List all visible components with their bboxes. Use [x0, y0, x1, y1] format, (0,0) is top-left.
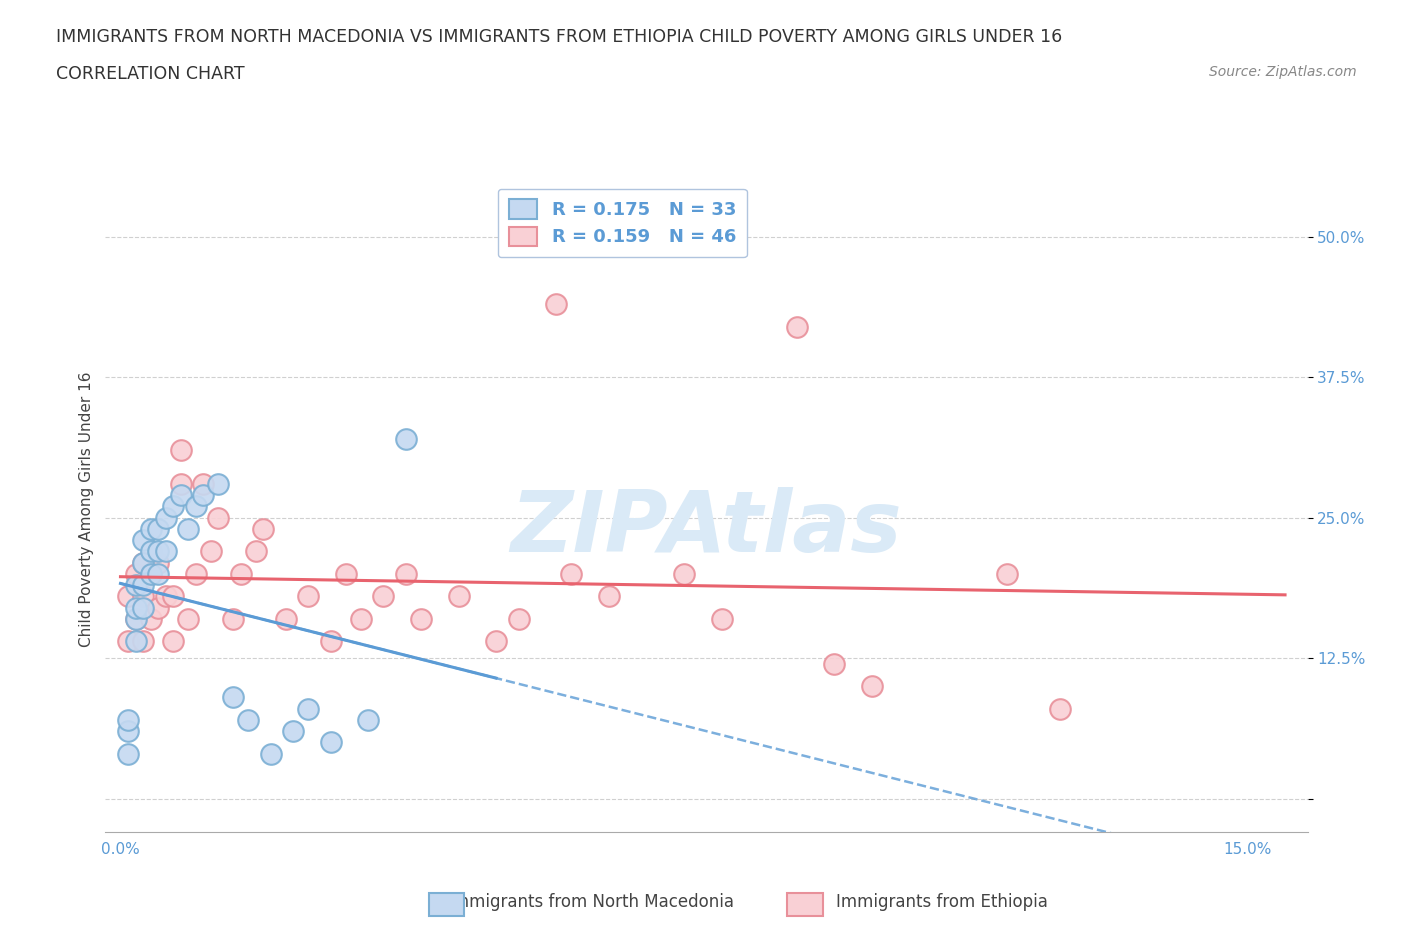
- Point: [319, 735, 342, 750]
- Point: [229, 566, 252, 581]
- Point: [162, 589, 184, 604]
- Point: [146, 566, 169, 581]
- Point: [546, 297, 568, 312]
- Text: Source: ZipAtlas.com: Source: ZipAtlas.com: [1209, 65, 1357, 79]
- Point: [117, 724, 139, 738]
- Point: [447, 589, 470, 604]
- Point: [395, 432, 418, 446]
- Point: [155, 544, 177, 559]
- Point: [598, 589, 620, 604]
- Point: [335, 566, 357, 581]
- Point: [409, 611, 432, 626]
- Point: [1049, 701, 1071, 716]
- Point: [319, 634, 342, 649]
- Point: [132, 533, 155, 548]
- Point: [139, 566, 162, 581]
- Point: [823, 657, 845, 671]
- Point: [710, 611, 733, 626]
- Point: [169, 487, 191, 502]
- Point: [191, 476, 214, 491]
- Point: [124, 566, 146, 581]
- Point: [274, 611, 297, 626]
- Point: [146, 544, 169, 559]
- Point: [283, 724, 305, 738]
- Point: [124, 634, 146, 649]
- Point: [395, 566, 418, 581]
- Point: [155, 511, 177, 525]
- Point: [177, 611, 200, 626]
- Point: [297, 701, 319, 716]
- Point: [260, 746, 283, 761]
- Point: [124, 611, 146, 626]
- Point: [207, 511, 229, 525]
- Legend: R = 0.175   N = 33, R = 0.159   N = 46: R = 0.175 N = 33, R = 0.159 N = 46: [498, 189, 747, 258]
- Point: [200, 544, 222, 559]
- Point: [297, 589, 319, 604]
- Point: [357, 712, 380, 727]
- Text: Immigrants from Ethiopia: Immigrants from Ethiopia: [837, 893, 1047, 911]
- Text: CORRELATION CHART: CORRELATION CHART: [56, 65, 245, 83]
- Point: [252, 522, 274, 537]
- Point: [222, 611, 245, 626]
- Point: [146, 555, 169, 570]
- Point: [245, 544, 267, 559]
- Y-axis label: Child Poverty Among Girls Under 16: Child Poverty Among Girls Under 16: [79, 371, 94, 647]
- Point: [117, 746, 139, 761]
- Text: IMMIGRANTS FROM NORTH MACEDONIA VS IMMIGRANTS FROM ETHIOPIA CHILD POVERTY AMONG : IMMIGRANTS FROM NORTH MACEDONIA VS IMMIG…: [56, 28, 1063, 46]
- Point: [207, 476, 229, 491]
- Point: [124, 611, 146, 626]
- Point: [132, 555, 155, 570]
- Point: [222, 690, 245, 705]
- Point: [139, 566, 162, 581]
- Point: [350, 611, 373, 626]
- Point: [184, 498, 207, 513]
- Point: [995, 566, 1018, 581]
- Point: [560, 566, 582, 581]
- Point: [191, 487, 214, 502]
- Point: [124, 600, 146, 615]
- Point: [132, 600, 155, 615]
- Point: [124, 578, 146, 592]
- Text: ZIPAtlas: ZIPAtlas: [510, 487, 903, 570]
- Point: [146, 600, 169, 615]
- Point: [184, 566, 207, 581]
- Point: [117, 634, 139, 649]
- Point: [672, 566, 695, 581]
- Point: [373, 589, 395, 604]
- Point: [117, 589, 139, 604]
- Point: [155, 589, 177, 604]
- Point: [139, 544, 162, 559]
- Point: [132, 555, 155, 570]
- Point: [162, 498, 184, 513]
- Point: [139, 522, 162, 537]
- Point: [485, 634, 508, 649]
- Point: [132, 589, 155, 604]
- Point: [146, 522, 169, 537]
- Point: [238, 712, 260, 727]
- Point: [177, 522, 200, 537]
- Point: [132, 634, 155, 649]
- Point: [132, 578, 155, 592]
- Point: [169, 476, 191, 491]
- Point: [169, 443, 191, 458]
- Point: [117, 712, 139, 727]
- Point: [162, 634, 184, 649]
- Text: Immigrants from North Macedonia: Immigrants from North Macedonia: [447, 893, 734, 911]
- Point: [508, 611, 530, 626]
- Point: [786, 319, 808, 334]
- Point: [139, 611, 162, 626]
- Point: [860, 679, 883, 694]
